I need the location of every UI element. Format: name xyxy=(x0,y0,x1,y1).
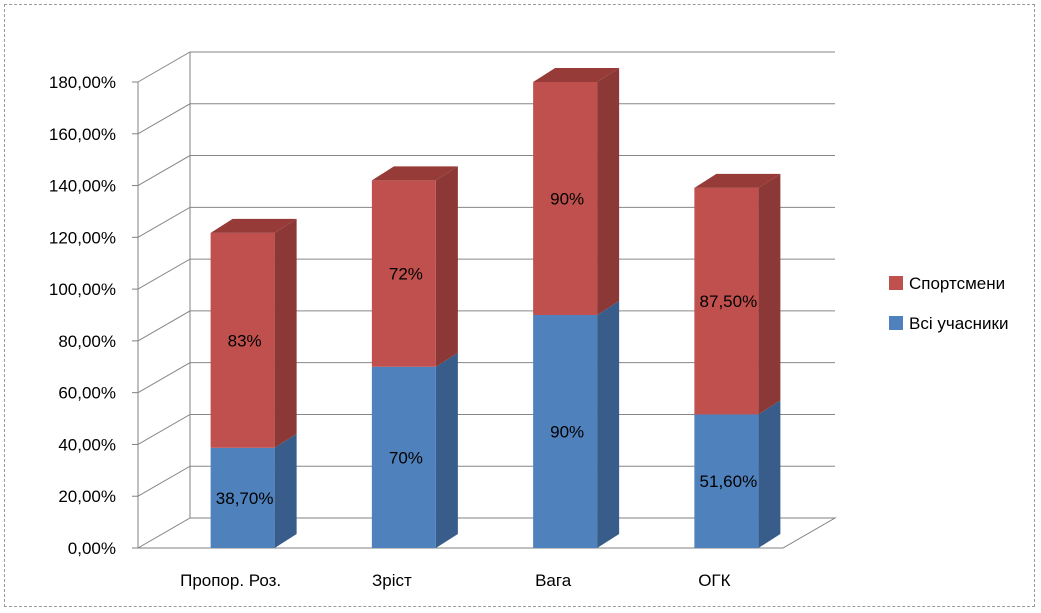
y-tick-label: 100,00% xyxy=(49,280,116,299)
y-tick-label: 0,00% xyxy=(68,539,116,558)
bar-segment xyxy=(533,82,598,315)
bar-side xyxy=(758,400,781,548)
gridline xyxy=(137,465,835,497)
x-tick-label: Зріст xyxy=(372,571,412,590)
y-tick-label: 160,00% xyxy=(49,125,116,144)
bar-side xyxy=(435,166,458,367)
y-tick-label: 140,00% xyxy=(49,177,116,196)
y-tick-label: 80,00% xyxy=(58,332,116,351)
bar-side xyxy=(758,173,781,415)
bar-segment xyxy=(533,315,598,548)
bar-top xyxy=(210,218,297,233)
gridline xyxy=(137,155,835,186)
data-label: 70% xyxy=(389,448,423,467)
bar-side xyxy=(274,218,297,448)
x-axis-labels: Пропор. Роз. Зріст Вага ОГК xyxy=(180,571,731,590)
bar-side xyxy=(274,433,297,548)
gridline xyxy=(137,103,835,135)
data-label: 38,70% xyxy=(216,489,274,508)
y-tick-label: 20,00% xyxy=(58,487,116,506)
bar-top xyxy=(533,68,620,82)
bar-top xyxy=(371,166,458,181)
data-label: 72% xyxy=(389,265,423,284)
bar-segment xyxy=(694,187,759,415)
bar-side xyxy=(435,352,458,548)
data-label: 90% xyxy=(550,423,584,442)
gridlines xyxy=(137,51,835,497)
gridline xyxy=(137,51,835,83)
gridline xyxy=(137,362,835,394)
y-tick-label: 180,00% xyxy=(49,73,116,92)
legend-swatch xyxy=(889,316,903,330)
bar-top xyxy=(694,173,781,188)
gridline xyxy=(137,258,835,290)
bar-segment xyxy=(694,414,759,548)
y-tick-label: 60,00% xyxy=(58,384,116,403)
gridline xyxy=(137,413,835,445)
bars: 38,70% 83% 70% 72% 90% 90% 51,60% 87,50% xyxy=(210,68,781,548)
chart-frame xyxy=(4,4,1035,607)
gridline xyxy=(137,206,835,238)
data-label: 83% xyxy=(228,331,262,350)
legend-swatch xyxy=(889,276,903,290)
y-tick-label: 40,00% xyxy=(58,435,116,454)
x-tick-label: ОГК xyxy=(698,571,730,590)
data-label: 90% xyxy=(550,190,584,209)
legend: Спортсмени Всі учасники xyxy=(889,274,1008,333)
y-tick-label: 120,00% xyxy=(49,228,116,247)
bar-side xyxy=(597,68,620,315)
bar-segment xyxy=(210,447,275,548)
legend-label: Спортсмени xyxy=(909,274,1005,293)
gridline xyxy=(137,310,835,342)
bar-side xyxy=(597,301,620,548)
x-tick-label: Вага xyxy=(535,571,572,590)
y-axis-ticks: 0,00% 20,00% 40,00% 60,00% 80,00% 100,00% 120,… xyxy=(49,73,138,558)
bar-segment xyxy=(371,180,436,367)
bar-segment xyxy=(210,232,275,448)
x-tick-label: Пропор. Роз. xyxy=(180,571,281,590)
data-label: 51,60% xyxy=(700,472,758,491)
legend-label: Всі учасники xyxy=(909,314,1008,333)
data-label: 87,50% xyxy=(700,292,758,311)
bar-segment xyxy=(371,366,436,548)
